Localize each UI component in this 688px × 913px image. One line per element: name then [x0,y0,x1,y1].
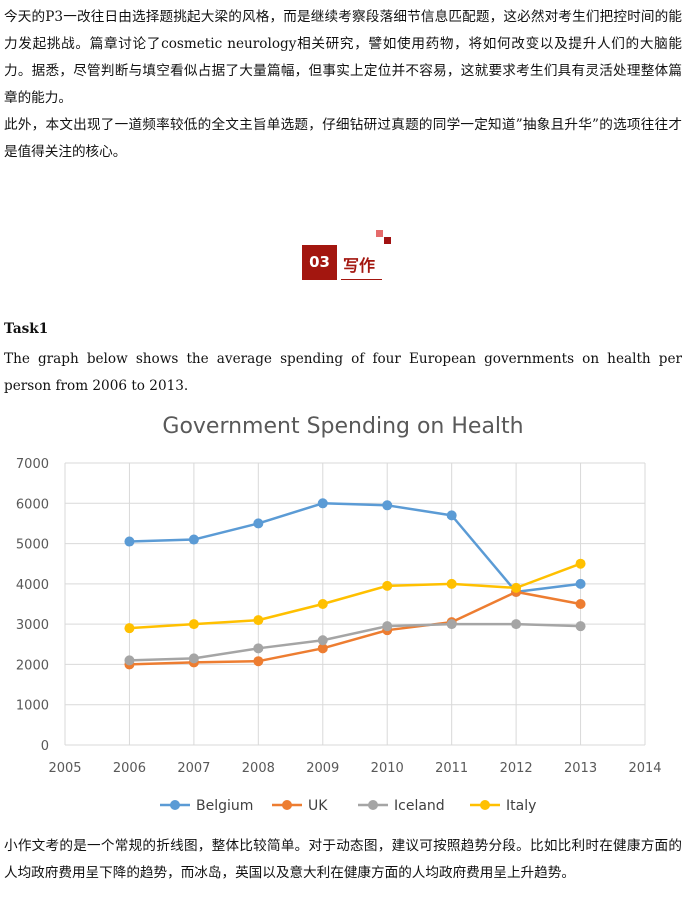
data-point-iceland [511,619,522,630]
data-point-belgium [188,534,199,545]
series-line-belgium [129,502,581,594]
series-layer [124,498,586,670]
x-tick-label: 2011 [435,761,468,776]
section-decoration-pink-square [376,230,383,237]
section-title-underline [341,279,382,280]
x-tick-label: 2007 [177,761,210,776]
data-point-belgium [575,578,586,589]
data-point-iceland [382,621,393,632]
y-tick-label: 2000 [16,658,49,673]
section-title: 写作 [343,256,376,275]
task-prompt: The graph below shows the average spendi… [4,351,682,394]
data-point-iceland [253,643,264,654]
x-tick-label: 2005 [48,761,81,776]
y-tick-label: 3000 [16,618,49,633]
data-point-belgium [317,498,328,509]
section-decoration-red-square [384,237,391,244]
data-point-iceland [575,621,586,632]
data-point-italy [446,578,457,589]
y-tick-label: 0 [41,739,49,754]
data-point-belgium [253,518,264,529]
chart-svg: Government Spending on Health 0 1000 2000 3… [16,414,662,814]
legend-label: UK [308,798,328,814]
x-tick-label: 2009 [306,761,339,776]
line-chart: Government Spending on Health 0 1000 2000 3… [0,400,688,825]
legend: Belgium UK Iceland Italy [160,798,536,814]
legend-marker [282,800,292,810]
data-point-iceland [446,619,457,630]
legend-label: Iceland [394,798,445,814]
data-point-iceland [188,653,199,664]
y-tick-label: 7000 [16,457,49,472]
data-point-iceland [317,635,328,646]
legend-marker [170,800,180,810]
data-point-belgium [446,510,457,521]
series-line-uk [129,590,581,666]
y-tick-label: 5000 [16,538,49,553]
data-point-uk [253,656,264,667]
x-tick-label: 2014 [628,761,661,776]
y-tick-label: 6000 [16,497,49,512]
data-point-italy [382,580,393,591]
x-tick-label: 2006 [113,761,146,776]
legend-label: Italy [506,798,536,814]
legend-marker [480,800,490,810]
series-line-italy [129,562,581,630]
task-heading: Task1 [4,321,49,337]
data-point-uk [575,599,586,609]
data-point-italy [317,599,328,609]
chart-title: Government Spending on Health [162,414,523,439]
data-point-italy [511,582,522,593]
data-point-uk [317,643,328,654]
x-tick-label: 2012 [500,761,533,776]
x-tick-label: 2010 [371,761,404,776]
section-number-badge: 03 [302,245,337,280]
series-line-iceland [129,622,581,662]
data-point-italy [253,615,264,626]
y-tick-label: 1000 [16,699,49,714]
data-point-belgium [382,500,393,511]
y-tick-label: 4000 [16,578,49,593]
axis-layer: 0 1000 2000 3000 4000 5000 6000 7000 2005 2006 200… [16,457,662,776]
legend-label: Belgium [196,798,253,814]
intro-paragraph-2: 此外，本文出现了一道频率较低的全文主旨单选题，仔细钻研过真题的同学一定知道”抽象… [4,117,682,160]
data-point-belgium [124,536,135,547]
data-point-iceland [124,655,135,666]
data-point-italy [188,619,199,630]
x-tick-label: 2008 [242,761,275,776]
legend-marker [368,800,378,810]
data-point-italy [124,623,135,634]
intro-paragraph-1: 今天的P3一改往日由选择题挑起大梁的风格，而是继续考察段落细节信息匹配题，这必然… [4,9,682,106]
x-tick-label: 2013 [564,761,597,776]
data-point-italy [575,558,586,569]
outro-paragraph: 小作文考的是一个常规的折线图，整体比较简单。对于动态图，建议可按照趋势分段。比如… [4,838,682,881]
